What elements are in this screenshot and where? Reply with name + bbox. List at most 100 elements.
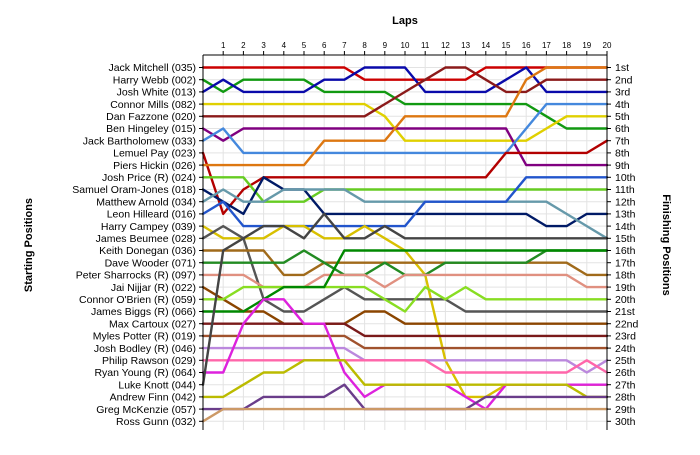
finish-position-label: 19th [615,282,636,294]
lap-tick-label: 6 [322,41,327,50]
finish-position-label: 16th [615,245,636,257]
driver-series-line [201,249,609,313]
lap-tick-label: 12 [441,41,450,50]
finish-position-label: 6th [615,123,630,135]
driver-label: Matthew Arnold (034) [96,196,196,208]
finish-position-label: 21st [615,306,635,318]
lap-tick-label: 15 [502,41,511,50]
finish-position-label: 10th [615,172,636,184]
finish-position-label: 27th [615,379,636,391]
finish-position-label: 23rd [615,331,636,343]
driver-series-line [201,176,609,203]
lap-tick-label: 10 [401,41,410,50]
driver-series-line [201,359,609,374]
series-layer [201,66,609,423]
finish-position-label: 25th [615,355,636,367]
driver-label: Josh Bodley (R) (046) [94,343,196,355]
lap-tick-label: 4 [282,41,287,50]
driver-series-line [201,249,609,277]
driver-label: Dave Wooder (071) [105,257,196,269]
finish-position-label: 26th [615,367,636,379]
x-axis-title: Laps [392,15,418,27]
driver-series-line [201,407,609,423]
driver-series-line [201,285,609,325]
lap-tick-label: 7 [342,41,347,50]
driver-series-line [201,176,609,228]
driver-label: Greg McKenzie (057) [96,404,196,416]
driver-series-line [201,139,609,216]
finish-position-label: 14th [615,221,636,233]
driver-label: Ben Hingeley (015) [106,123,196,135]
lap-tick-label: 11 [421,41,430,50]
driver-series-line [201,224,609,313]
driver-label: Jack Mitchell (035) [108,62,196,74]
finish-position-label: 11th [615,184,635,196]
driver-label: Connor Mills (082) [110,99,196,111]
driver-series-line [201,66,609,167]
driver-label: Ryan Young (R) (064) [94,367,196,379]
driver-label: Lemuel Pay (023) [113,148,196,160]
driver-series-line [201,212,609,386]
driver-series-line [201,334,609,350]
lap-tick-label: 1 [221,41,226,50]
finish-position-label: 13th [615,209,636,221]
driver-label: Philip Rawson (029) [102,355,196,367]
driver-series-line [201,188,609,240]
finish-position-label: 15th [615,233,636,245]
finish-position-label: 4th [615,99,630,111]
finish-position-label: 5th [615,111,630,123]
finish-position-label: 28th [615,392,636,404]
lap-tick-label: 17 [542,41,551,50]
driver-label: Harry Webb (002) [113,74,196,86]
lap-tick-label: 8 [362,41,367,50]
driver-label: Samuel Oram-Jones (018) [72,184,196,196]
driver-series-line [201,102,609,142]
finish-position-label: 17th [615,257,636,269]
finish-position-label: 9th [615,160,630,172]
driver-label: Piers Hickin (026) [113,160,196,172]
lap-tick-label: 3 [261,41,266,50]
finish-position-label: 1st [615,62,629,74]
finish-position-label: 18th [615,270,636,282]
driver-label: James Biggs (R) (066) [91,306,196,318]
finish-position-label: 20th [615,294,636,306]
finish-position-label: 24th [615,343,636,355]
finish-position-label: 2nd [615,74,633,86]
driver-label: Andrew Finn (042) [110,392,196,404]
y-left-axis-title: Starting Positions [23,198,35,292]
lap-tick-label: 14 [481,41,490,50]
driver-label: Luke Knott (044) [118,379,196,391]
lap-tick-label: 19 [582,41,591,50]
driver-label: Jai Nijjar (R) (022) [111,282,196,294]
driver-label: Josh Price (R) (024) [102,172,196,184]
driver-series-line [201,285,609,313]
finish-position-label: 12th [615,196,636,208]
driver-label: Connor O'Brien (R) (059) [79,294,196,306]
driver-label: Josh White (013) [117,87,196,99]
lap-tick-label: 9 [383,41,388,50]
finish-position-label: 29th [615,404,636,416]
driver-series-line [201,66,609,118]
driver-label: Dan Fazzone (020) [106,111,196,123]
driver-series-line [201,127,609,167]
driver-series-line [201,102,609,155]
driver-label: Keith Donegan (036) [99,245,196,257]
finish-position-label: 22nd [615,318,639,330]
finish-position-label: 7th [615,135,630,147]
lap-tick-label: 16 [522,41,531,50]
driver-label: Myles Potter (R) (019) [93,331,196,343]
driver-label: Leon Hilleard (016) [107,209,196,221]
driver-label: Max Cartoux (027) [109,318,196,330]
driver-label: Jack Bartholomew (033) [83,135,196,147]
driver-label: Harry Campey (039) [101,221,196,233]
lap-tick-label: 13 [461,41,470,50]
driver-label: Peter Sharrocks (R) (097) [76,270,196,282]
driver-series-line [201,66,609,81]
driver-label: James Beumee (028) [96,233,196,245]
driver-series-line [201,359,609,399]
lap-tick-label: 20 [603,41,612,50]
finish-position-label: 30th [615,416,636,428]
